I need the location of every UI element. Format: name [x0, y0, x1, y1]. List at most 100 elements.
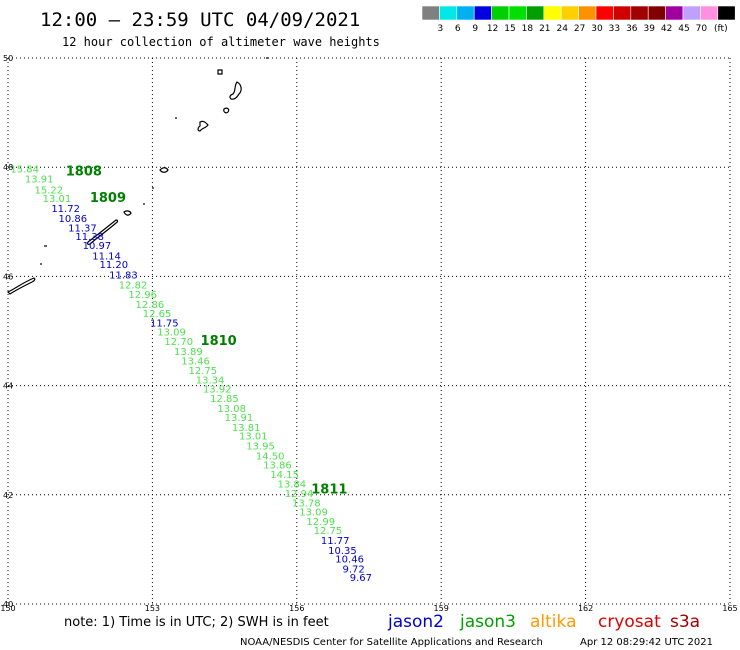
swh-value: 12.75	[189, 366, 218, 377]
colorbar-swatch	[613, 5, 632, 21]
axis-ticks: 150 153 156 159 162 165 50 48 46 44 42 40	[0, 54, 737, 613]
swh-value: 13.34	[196, 375, 225, 386]
x-tick-label: 153	[145, 604, 160, 613]
swh-value: 10.35	[328, 546, 357, 557]
colorbar-label: 70	[696, 24, 708, 34]
colorbar-swatch	[439, 5, 458, 21]
swh-value: 13.46	[181, 356, 210, 367]
pass-number: 1809	[90, 191, 126, 206]
swh-value: 13.09	[157, 327, 186, 338]
swh-value: 11.37	[68, 224, 97, 235]
colorbar-swatch	[560, 5, 579, 21]
colorbar-label: 18	[522, 24, 534, 34]
swh-value: 12.86	[136, 300, 165, 311]
legend-altika: altika	[530, 612, 577, 632]
colorbar-swatch	[630, 5, 649, 21]
legend-s3a: s3a	[670, 612, 700, 632]
colorbar-label: 36	[626, 24, 638, 34]
y-tick-label: 44	[3, 382, 13, 391]
swh-value: 13.09	[299, 508, 328, 519]
satellite-legend: jason2 jason3 altika cryosat s3a	[387, 612, 700, 632]
pass-number: 1808	[66, 164, 102, 179]
swh-value: 12.70	[164, 337, 193, 348]
swh-value: 11.83	[109, 271, 138, 282]
colorbar-label: 45	[678, 24, 689, 34]
colorbar-label: 9	[472, 24, 478, 34]
y-tick-label: 42	[3, 491, 13, 500]
swh-value: 15.84	[10, 165, 39, 176]
swh-value: 11.75	[150, 319, 179, 330]
x-tick-label: 156	[289, 604, 304, 613]
swh-value: 13.81	[232, 423, 261, 434]
swh-value: 13.78	[292, 498, 321, 509]
lat-lon-grid	[7, 57, 731, 605]
x-tick-label: 165	[722, 604, 737, 613]
swh-value: 12.75	[314, 526, 343, 537]
colorbar-label: 15	[504, 24, 515, 34]
colorbar-swatch	[421, 5, 440, 21]
swh-value: 10.86	[59, 214, 88, 225]
swh-value: 13.92	[203, 385, 232, 396]
swh-value: 13.86	[263, 461, 292, 472]
swh-value: 12.65	[143, 309, 172, 320]
colorbar-swatch	[543, 5, 562, 21]
swh-value: 10.46	[335, 555, 364, 566]
swh-value: 14.15	[270, 470, 299, 481]
swh-value: 12.96	[128, 290, 157, 301]
swh-value: 12.94	[285, 489, 314, 500]
legend-cryosat: cryosat	[598, 612, 661, 632]
swh-value: 10.97	[83, 241, 112, 252]
colorbar-swatch	[508, 5, 527, 21]
swh-value: 13.89	[174, 347, 203, 358]
colorbar-swatch	[665, 5, 684, 21]
map-subtitle: 12 hour collection of altimeter wave hei…	[62, 35, 380, 49]
colorbar-swatch	[682, 5, 701, 21]
timestamp-text: Apr 12 08:29:42 UTC 2021	[580, 637, 713, 648]
colorbar-unit: (ft)	[714, 24, 728, 34]
swh-value: 13.95	[246, 441, 275, 452]
colorbar-swatch	[700, 5, 719, 21]
colorbar-label: 27	[574, 24, 585, 34]
colorbar-swatch	[491, 5, 510, 21]
colorbar-swatch	[578, 5, 597, 21]
colorbar-label: 3	[438, 24, 444, 34]
y-tick-label: 40	[3, 600, 13, 609]
units-note: note: 1) Time is in UTC; 2) SWH is in fe…	[64, 615, 329, 630]
swh-value: 15.22	[34, 185, 63, 196]
legend-jason3: jason3	[459, 612, 516, 632]
colorbar-label: 30	[591, 24, 603, 34]
swh-value: 9.67	[350, 573, 372, 584]
y-tick-label: 46	[3, 272, 13, 281]
swh-value: 12.99	[306, 517, 335, 528]
swh-value: 14.50	[256, 451, 285, 462]
colorbar-swatch	[526, 5, 545, 21]
colorbar-swatch	[717, 5, 736, 21]
colorbar-swatch	[473, 5, 492, 21]
wave-height-colorbar: 3 6 9 12 15 18 21 24 27 30 33 36 39 42 45 70 (ft)	[421, 5, 736, 34]
map-title: 12:00 – 23:59 UTC 04/09/2021	[40, 9, 360, 31]
swh-value: 12.85	[210, 394, 239, 405]
swh-value: 11.38	[75, 232, 104, 243]
colorbar-label: 42	[661, 24, 672, 34]
colorbar-label: 6	[455, 24, 461, 34]
colorbar-label: 24	[556, 24, 568, 34]
swh-value: 11.72	[51, 204, 80, 215]
swh-value: 13.84	[278, 480, 307, 491]
swh-value: 13.08	[217, 404, 246, 415]
colorbar-label: 12	[487, 24, 498, 34]
swh-value: 11.20	[99, 260, 128, 271]
y-tick-label: 48	[3, 163, 13, 172]
swh-value: 13.01	[239, 432, 268, 443]
swh-value: 13.91	[25, 174, 54, 185]
kuril-islands-coastline	[6, 57, 269, 295]
x-tick-label: 150	[0, 604, 15, 613]
swh-value: 9.72	[343, 564, 365, 575]
credit-text: NOAA/NESDIS Center for Satellite Applica…	[240, 637, 543, 648]
colorbar-swatch	[456, 5, 475, 21]
x-tick-label: 159	[434, 604, 449, 613]
legend-jason2: jason2	[387, 612, 444, 632]
pass-number: 1811	[311, 483, 347, 498]
swh-value: 11.14	[92, 251, 121, 262]
y-tick-label: 50	[3, 54, 13, 63]
swh-value: 13.91	[225, 413, 254, 424]
